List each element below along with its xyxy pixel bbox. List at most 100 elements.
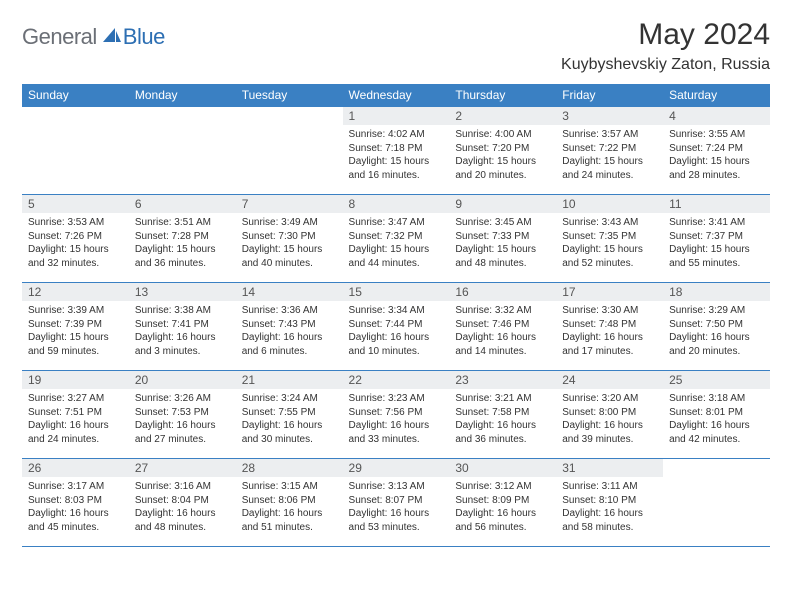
weekday-header: Friday xyxy=(556,84,663,107)
weekday-header: Wednesday xyxy=(343,84,450,107)
calendar-day: 8Sunrise: 3:47 AMSunset: 7:32 PMDaylight… xyxy=(343,195,450,283)
calendar-day: 29Sunrise: 3:13 AMSunset: 8:07 PMDayligh… xyxy=(343,459,450,547)
day-info: Sunrise: 3:36 AMSunset: 7:43 PMDaylight:… xyxy=(236,301,343,361)
day-number: 3 xyxy=(556,107,663,125)
weekday-header: Tuesday xyxy=(236,84,343,107)
day-info: Sunrise: 3:21 AMSunset: 7:58 PMDaylight:… xyxy=(449,389,556,449)
day-number: 26 xyxy=(22,459,129,477)
calendar-day: 3Sunrise: 3:57 AMSunset: 7:22 PMDaylight… xyxy=(556,107,663,195)
day-number: 25 xyxy=(663,371,770,389)
day-number: 23 xyxy=(449,371,556,389)
day-number: 24 xyxy=(556,371,663,389)
calendar-week: 5Sunrise: 3:53 AMSunset: 7:26 PMDaylight… xyxy=(22,195,770,283)
calendar-day: 16Sunrise: 3:32 AMSunset: 7:46 PMDayligh… xyxy=(449,283,556,371)
day-info: Sunrise: 3:20 AMSunset: 8:00 PMDaylight:… xyxy=(556,389,663,449)
day-info: Sunrise: 3:38 AMSunset: 7:41 PMDaylight:… xyxy=(129,301,236,361)
calendar-day: 25Sunrise: 3:18 AMSunset: 8:01 PMDayligh… xyxy=(663,371,770,459)
day-info: Sunrise: 3:43 AMSunset: 7:35 PMDaylight:… xyxy=(556,213,663,273)
day-number: 14 xyxy=(236,283,343,301)
day-number: 22 xyxy=(343,371,450,389)
calendar-week: 26Sunrise: 3:17 AMSunset: 8:03 PMDayligh… xyxy=(22,459,770,547)
weekday-header: Sunday xyxy=(22,84,129,107)
logo-text-general: General xyxy=(22,24,97,50)
title-block: May 2024 Kuybyshevskiy Zaton, Russia xyxy=(561,18,770,74)
calendar-day: 15Sunrise: 3:34 AMSunset: 7:44 PMDayligh… xyxy=(343,283,450,371)
calendar-body: ......1Sunrise: 4:02 AMSunset: 7:18 PMDa… xyxy=(22,107,770,547)
day-number: 29 xyxy=(343,459,450,477)
day-info: Sunrise: 3:32 AMSunset: 7:46 PMDaylight:… xyxy=(449,301,556,361)
day-info: Sunrise: 3:18 AMSunset: 8:01 PMDaylight:… xyxy=(663,389,770,449)
calendar-day: .. xyxy=(22,107,129,195)
calendar-day: 31Sunrise: 3:11 AMSunset: 8:10 PMDayligh… xyxy=(556,459,663,547)
calendar-page: General Blue May 2024 Kuybyshevskiy Zato… xyxy=(0,0,792,557)
calendar-day: 19Sunrise: 3:27 AMSunset: 7:51 PMDayligh… xyxy=(22,371,129,459)
day-info: Sunrise: 3:45 AMSunset: 7:33 PMDaylight:… xyxy=(449,213,556,273)
day-number: 1 xyxy=(343,107,450,125)
day-number: 6 xyxy=(129,195,236,213)
calendar-day: 7Sunrise: 3:49 AMSunset: 7:30 PMDaylight… xyxy=(236,195,343,283)
day-number: 18 xyxy=(663,283,770,301)
calendar-week: 12Sunrise: 3:39 AMSunset: 7:39 PMDayligh… xyxy=(22,283,770,371)
day-info: Sunrise: 3:29 AMSunset: 7:50 PMDaylight:… xyxy=(663,301,770,361)
day-number: 2 xyxy=(449,107,556,125)
month-title: May 2024 xyxy=(561,18,770,52)
calendar-day: 21Sunrise: 3:24 AMSunset: 7:55 PMDayligh… xyxy=(236,371,343,459)
calendar-week: ......1Sunrise: 4:02 AMSunset: 7:18 PMDa… xyxy=(22,107,770,195)
day-number: 30 xyxy=(449,459,556,477)
calendar-day: 12Sunrise: 3:39 AMSunset: 7:39 PMDayligh… xyxy=(22,283,129,371)
day-number: 19 xyxy=(22,371,129,389)
day-number: 17 xyxy=(556,283,663,301)
calendar-day: 13Sunrise: 3:38 AMSunset: 7:41 PMDayligh… xyxy=(129,283,236,371)
header: General Blue May 2024 Kuybyshevskiy Zato… xyxy=(22,18,770,74)
day-info: Sunrise: 3:24 AMSunset: 7:55 PMDaylight:… xyxy=(236,389,343,449)
day-number: 10 xyxy=(556,195,663,213)
day-number: 27 xyxy=(129,459,236,477)
calendar-day: 18Sunrise: 3:29 AMSunset: 7:50 PMDayligh… xyxy=(663,283,770,371)
calendar-day: 23Sunrise: 3:21 AMSunset: 7:58 PMDayligh… xyxy=(449,371,556,459)
calendar-day: 22Sunrise: 3:23 AMSunset: 7:56 PMDayligh… xyxy=(343,371,450,459)
calendar-day: 30Sunrise: 3:12 AMSunset: 8:09 PMDayligh… xyxy=(449,459,556,547)
day-number: 16 xyxy=(449,283,556,301)
calendar-day: .. xyxy=(129,107,236,195)
day-info: Sunrise: 3:39 AMSunset: 7:39 PMDaylight:… xyxy=(22,301,129,361)
day-number: 8 xyxy=(343,195,450,213)
calendar-day: 6Sunrise: 3:51 AMSunset: 7:28 PMDaylight… xyxy=(129,195,236,283)
calendar-day: .. xyxy=(663,459,770,547)
logo-text-blue: Blue xyxy=(123,24,165,50)
day-info: Sunrise: 3:55 AMSunset: 7:24 PMDaylight:… xyxy=(663,125,770,185)
calendar-day: 11Sunrise: 3:41 AMSunset: 7:37 PMDayligh… xyxy=(663,195,770,283)
day-info: Sunrise: 3:34 AMSunset: 7:44 PMDaylight:… xyxy=(343,301,450,361)
day-number: 4 xyxy=(663,107,770,125)
calendar-day: 24Sunrise: 3:20 AMSunset: 8:00 PMDayligh… xyxy=(556,371,663,459)
day-number: 28 xyxy=(236,459,343,477)
day-number: 20 xyxy=(129,371,236,389)
day-info: Sunrise: 3:26 AMSunset: 7:53 PMDaylight:… xyxy=(129,389,236,449)
calendar-table: SundayMondayTuesdayWednesdayThursdayFrid… xyxy=(22,84,770,547)
calendar-day: 4Sunrise: 3:55 AMSunset: 7:24 PMDaylight… xyxy=(663,107,770,195)
weekday-header: Monday xyxy=(129,84,236,107)
calendar-day: 28Sunrise: 3:15 AMSunset: 8:06 PMDayligh… xyxy=(236,459,343,547)
location: Kuybyshevskiy Zaton, Russia xyxy=(561,56,770,74)
logo: General Blue xyxy=(22,24,165,50)
day-info: Sunrise: 3:27 AMSunset: 7:51 PMDaylight:… xyxy=(22,389,129,449)
day-number: 13 xyxy=(129,283,236,301)
day-info: Sunrise: 3:16 AMSunset: 8:04 PMDaylight:… xyxy=(129,477,236,537)
calendar-day: 14Sunrise: 3:36 AMSunset: 7:43 PMDayligh… xyxy=(236,283,343,371)
day-info: Sunrise: 3:51 AMSunset: 7:28 PMDaylight:… xyxy=(129,213,236,273)
day-info: Sunrise: 3:11 AMSunset: 8:10 PMDaylight:… xyxy=(556,477,663,537)
day-number: 15 xyxy=(343,283,450,301)
weekday-header: Thursday xyxy=(449,84,556,107)
calendar-day: 10Sunrise: 3:43 AMSunset: 7:35 PMDayligh… xyxy=(556,195,663,283)
day-info: Sunrise: 3:47 AMSunset: 7:32 PMDaylight:… xyxy=(343,213,450,273)
calendar-day: 20Sunrise: 3:26 AMSunset: 7:53 PMDayligh… xyxy=(129,371,236,459)
day-info: Sunrise: 4:00 AMSunset: 7:20 PMDaylight:… xyxy=(449,125,556,185)
day-number: 11 xyxy=(663,195,770,213)
day-info: Sunrise: 3:12 AMSunset: 8:09 PMDaylight:… xyxy=(449,477,556,537)
day-info: Sunrise: 3:23 AMSunset: 7:56 PMDaylight:… xyxy=(343,389,450,449)
day-info: Sunrise: 3:15 AMSunset: 8:06 PMDaylight:… xyxy=(236,477,343,537)
logo-sail-icon xyxy=(101,26,121,49)
calendar-day: 17Sunrise: 3:30 AMSunset: 7:48 PMDayligh… xyxy=(556,283,663,371)
day-number: 21 xyxy=(236,371,343,389)
day-info: Sunrise: 3:13 AMSunset: 8:07 PMDaylight:… xyxy=(343,477,450,537)
day-info: Sunrise: 3:53 AMSunset: 7:26 PMDaylight:… xyxy=(22,213,129,273)
